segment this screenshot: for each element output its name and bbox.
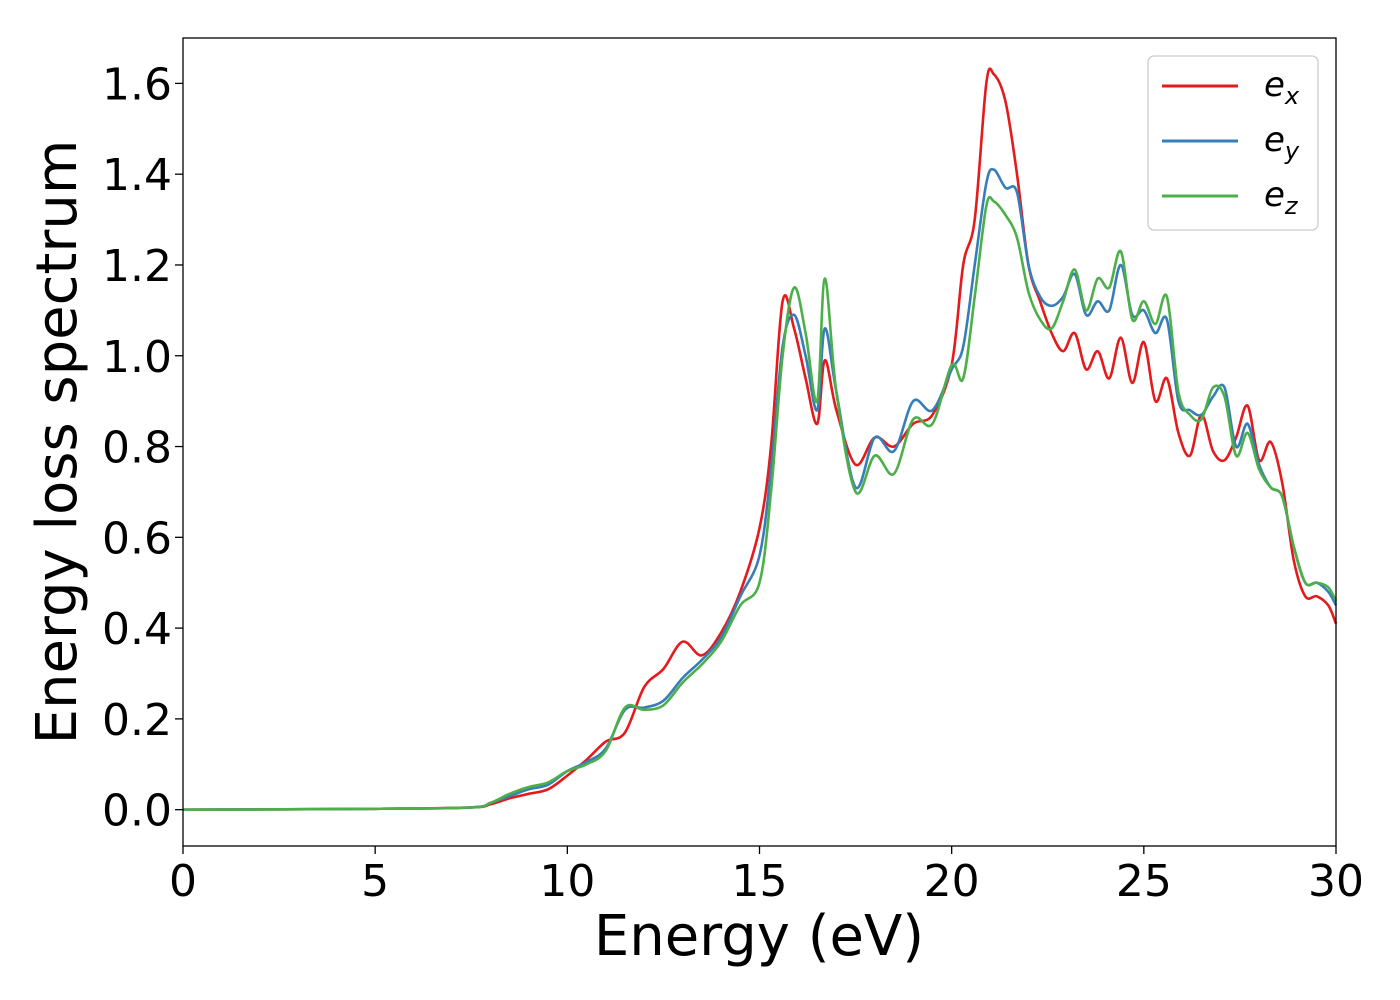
series-line-x [182,67,1338,811]
legend-label-x: ex [1264,65,1300,110]
x-axis-label: Energy (eV) [594,904,924,969]
series-line-y [182,167,1338,811]
x-tick-label: 0 [169,856,197,907]
x-axis: 0 5 10 15 20 25 30 [169,846,1364,907]
legend-box [1147,55,1319,231]
x-tick-label: 5 [361,856,389,907]
legend: ex ey ez [1147,55,1319,231]
x-tick-label: 30 [1308,856,1364,907]
series-group [182,67,1338,811]
x-tick-label: 15 [732,856,788,907]
plot-area [183,38,1336,846]
y-tick-label: 1.2 [102,241,172,292]
y-tick-label: 0.8 [102,423,172,474]
y-tick-label: 0.0 [102,786,172,837]
x-tick-label: 20 [924,856,980,907]
y-axis: 0.0 0.2 0.4 0.6 0.8 1.0 1.2 1.4 1.6 [102,59,183,837]
x-tick-label: 10 [539,856,595,907]
legend-label-z: ez [1264,175,1299,220]
y-tick-label: 0.2 [102,695,172,746]
series-line-z [182,195,1338,811]
y-tick-label: 1.6 [102,59,172,110]
y-tick-label: 1.0 [102,332,172,383]
y-axis-label: Energy loss spectrum [25,140,90,745]
y-tick-label: 1.4 [102,150,172,201]
x-tick-label: 25 [1116,856,1172,907]
legend-label-y: ey [1264,120,1300,165]
y-tick-label: 0.6 [102,513,172,564]
y-tick-label: 0.4 [102,604,172,655]
